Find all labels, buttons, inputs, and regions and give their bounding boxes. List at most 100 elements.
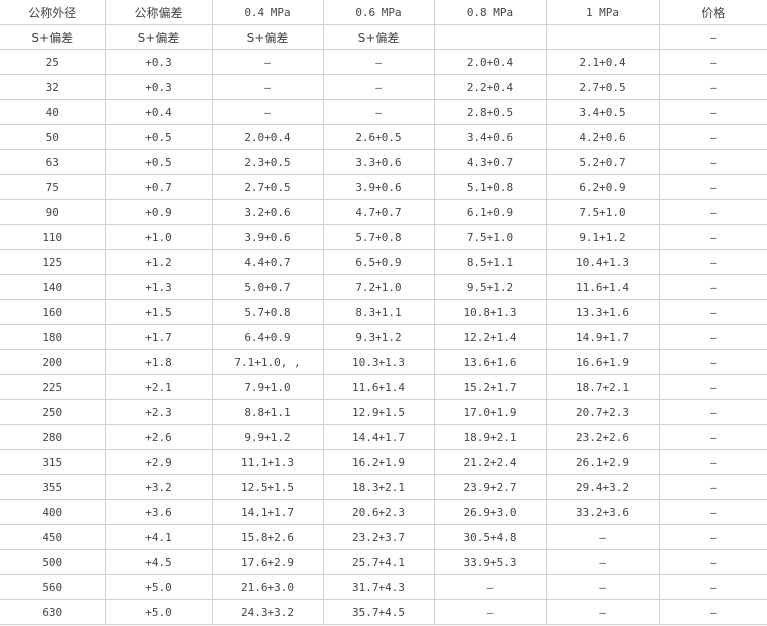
table-row: 75 +0.7 2.7+0.5 3.9+0.6 5.1+0.8 6.2+0.9— — [0, 174, 767, 200]
cell-price: — — [658, 549, 767, 575]
cell-price: — — [658, 74, 767, 100]
cell-pn-0-6: 4.7+0.7 — [322, 199, 435, 225]
cell-tolerance: +0.4 — [104, 99, 213, 125]
cell-pn-0-4: 8.8+1.1 — [211, 399, 324, 425]
cell-pn-0-4: 2.0+0.4 — [211, 124, 324, 150]
cell-pn-0-8: 15.2+1.7 — [433, 374, 547, 400]
cell-pn-0-6: 7.2+1.0 — [322, 274, 435, 300]
subheader-row: S+偏差 S+偏差 S+偏差 S+偏差 — — [0, 24, 767, 50]
cell-price: — — [658, 124, 767, 150]
cell-tolerance: +0.7 — [104, 174, 213, 200]
cell-outer-diameter: 125 — [0, 249, 106, 275]
cell-pn-0-6: 16.2+1.9 — [322, 449, 435, 475]
cell-outer-diameter: S+偏差 — [0, 24, 106, 50]
cell-pn-0-8: 13.6+1.6 — [433, 349, 547, 375]
cell-tolerance: +1.7 — [104, 324, 213, 350]
cell-pn-1: 20.7+2.3 — [545, 399, 660, 425]
cell-outer-diameter: 25 — [0, 49, 106, 75]
cell-pn-0-4: — — [211, 74, 324, 100]
table-row: 40 +0.4— —2.8+0.5 3.4+0.5— — [0, 99, 767, 125]
cell-pn-0-6: S+偏差 — [322, 24, 435, 50]
cell-pn-1: 6.2+0.9 — [545, 174, 660, 200]
cell-price: — — [658, 574, 767, 600]
cell-outer-diameter: 630 — [0, 599, 106, 625]
cell-pn-0-4: 14.1+1.7 — [211, 499, 324, 525]
cell-pn-0-8: 30.5+4.8 — [433, 524, 547, 550]
cell-pn-0-8: 26.9+3.0 — [433, 499, 547, 525]
cell-tolerance: +0.9 — [104, 199, 213, 225]
cell-outer-diameter: 400 — [0, 499, 106, 525]
cell-outer-diameter: 32 — [0, 74, 106, 100]
cell-tolerance: +2.6 — [104, 424, 213, 450]
cell-pn-0-4: 3.9+0.6 — [211, 224, 324, 250]
table-row: 125 +1.2 4.4+0.7 6.5+0.9 8.5+1.1 10.4+1.3— — [0, 249, 767, 275]
cell-outer-diameter: 75 — [0, 174, 106, 200]
cell-pn-1: 23.2+2.6 — [545, 424, 660, 450]
cell-pn-0-8: 33.9+5.3 — [433, 549, 547, 575]
cell-pn-0-4: 4.4+0.7 — [211, 249, 324, 275]
cell-pn-1: 3.4+0.5 — [545, 99, 660, 125]
cell-pn-0-8: 0.8 MPa — [433, 0, 547, 25]
cell-pn-0-4: S+偏差 — [211, 24, 324, 50]
cell-pn-1: 26.1+2.9 — [545, 449, 660, 475]
cell-price: — — [658, 49, 767, 75]
cell-pn-0-6: 3.3+0.6 — [322, 149, 435, 175]
cell-pn-1: 33.2+3.6 — [545, 499, 660, 525]
cell-price: 价格 — [658, 0, 767, 25]
cell-pn-0-4: 11.1+1.3 — [211, 449, 324, 475]
cell-outer-diameter: 560 — [0, 574, 106, 600]
cell-tolerance: S+偏差 — [104, 24, 213, 50]
cell-pn-1: 11.6+1.4 — [545, 274, 660, 300]
table-row: 50 +0.5 2.0+0.4 2.6+0.5 3.4+0.6 4.2+0.6— — [0, 124, 767, 150]
cell-price: — — [658, 299, 767, 325]
cell-price: — — [658, 349, 767, 375]
cell-price: — — [658, 199, 767, 225]
table-row: 400 +3.6 14.1+1.7 20.6+2.3 26.9+3.0 33.2+3.6— — [0, 499, 767, 525]
cell-pn-0-4: 24.3+3.2 — [211, 599, 324, 625]
cell-pn-0-6: 35.7+4.5 — [322, 599, 435, 625]
table-row: 225 +2.1 7.9+1.0 11.6+1.4 15.2+1.7 18.7+2.1— — [0, 374, 767, 400]
cell-outer-diameter: 280 — [0, 424, 106, 450]
cell-pn-0-4: 6.4+0.9 — [211, 324, 324, 350]
table-row: 180 +1.7 6.4+0.9 9.3+1.2 12.2+1.4 14.9+1.7— — [0, 324, 767, 350]
cell-pn-0-8: 2.2+0.4 — [433, 74, 547, 100]
cell-pn-1: 2.7+0.5 — [545, 74, 660, 100]
cell-pn-0-4: 17.6+2.9 — [211, 549, 324, 575]
cell-pn-0-6: — — [322, 99, 435, 125]
cell-pn-1: 14.9+1.7 — [545, 324, 660, 350]
cell-pn-1: — — [545, 599, 660, 625]
cell-tolerance: +1.3 — [104, 274, 213, 300]
table-row: 200 +1.8 7.1+1.0, , 10.3+1.3 13.6+1.6 16.6+1.… — [0, 349, 767, 375]
cell-pn-0-4: — — [211, 99, 324, 125]
cell-pn-0-4: 0.4 MPa — [211, 0, 324, 25]
cell-pn-0-6: 5.7+0.8 — [322, 224, 435, 250]
cell-pn-0-8 — [433, 24, 547, 50]
cell-pn-0-4: 3.2+0.6 — [211, 199, 324, 225]
cell-pn-0-6: 12.9+1.5 — [322, 399, 435, 425]
cell-pn-1: 4.2+0.6 — [545, 124, 660, 150]
cell-pn-0-8: — — [433, 574, 547, 600]
cell-tolerance: 公称偏差 — [104, 0, 213, 25]
cell-pn-0-6: — — [322, 74, 435, 100]
table-row: 160 +1.5 5.7+0.8 8.3+1.1 10.8+1.3 13.3+1.6— — [0, 299, 767, 325]
cell-pn-0-8: 5.1+0.8 — [433, 174, 547, 200]
cell-pn-1: 1 MPa — [545, 0, 660, 25]
cell-outer-diameter: 315 — [0, 449, 106, 475]
cell-pn-0-8: 21.2+2.4 — [433, 449, 547, 475]
cell-price: — — [658, 324, 767, 350]
cell-outer-diameter: 250 — [0, 399, 106, 425]
cell-outer-diameter: 225 — [0, 374, 106, 400]
cell-outer-diameter: 140 — [0, 274, 106, 300]
cell-outer-diameter: 110 — [0, 224, 106, 250]
cell-pn-0-8: 6.1+0.9 — [433, 199, 547, 225]
cell-pn-1: 5.2+0.7 — [545, 149, 660, 175]
cell-price: — — [658, 99, 767, 125]
cell-pn-0-4: 2.3+0.5 — [211, 149, 324, 175]
cell-outer-diameter: 公称外径 — [0, 0, 106, 25]
table-row: 280 +2.6 9.9+1.2 14.4+1.7 18.9+2.1 23.2+2.6— — [0, 424, 767, 450]
table-row: 315 +2.9 11.1+1.3 16.2+1.9 21.2+2.4 26.1+2.9— — [0, 449, 767, 475]
table-row: 560 +5.0 21.6+3.0 31.7+4.3— — — — [0, 574, 767, 600]
cell-outer-diameter: 180 — [0, 324, 106, 350]
cell-pn-1: 2.1+0.4 — [545, 49, 660, 75]
cell-tolerance: +1.8 — [104, 349, 213, 375]
